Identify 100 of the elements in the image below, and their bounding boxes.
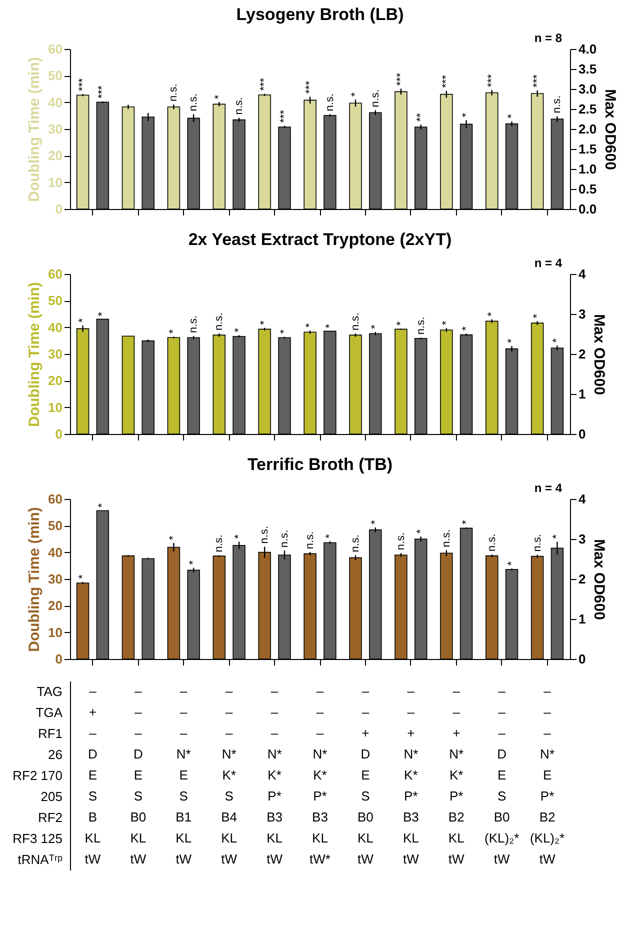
y-tick-label: 40: [48, 94, 62, 110]
text: B3: [312, 810, 328, 824]
text: tW: [402, 852, 419, 866]
category-label: TGA: [36, 705, 62, 720]
y2-tick-label: 3: [578, 532, 586, 546]
text: KL: [312, 830, 328, 846]
text: D: [497, 746, 507, 762]
data-label: *: [460, 112, 472, 118]
data-label: *: [551, 534, 564, 539]
text: P*: [313, 788, 327, 804]
y-tick-label: 20: [48, 148, 62, 164]
category-label: RF2: [38, 810, 62, 825]
data-label: *: [531, 313, 544, 318]
y2-tick-label: 2: [578, 572, 586, 586]
text: D: [88, 746, 98, 762]
y-tick-label: 40: [48, 544, 62, 560]
text: –: [316, 726, 324, 740]
text: P*: [268, 788, 282, 804]
text: S: [134, 788, 143, 804]
text: E: [361, 768, 370, 782]
y-tick-label: 30: [48, 572, 62, 586]
text: B0: [494, 810, 510, 824]
text: –: [89, 726, 96, 740]
y-tick-label: 10: [48, 624, 62, 640]
text: tW: [221, 852, 238, 866]
y-tick-label: 60: [48, 42, 62, 56]
category-label: TAG: [36, 684, 62, 699]
data-label: n.s.: [188, 93, 200, 112]
y2-axis-title: Max OD600: [590, 314, 608, 395]
y2-axis-title: Max OD600: [602, 89, 619, 170]
y2-tick-label: 3: [578, 306, 586, 322]
y-tick-label: 10: [48, 174, 62, 190]
text: K*: [449, 768, 464, 782]
text: –: [452, 684, 460, 698]
text: –: [134, 704, 142, 720]
text: –: [498, 704, 506, 720]
text: –: [270, 704, 278, 720]
text: P*: [540, 788, 554, 804]
data-label: n.s.: [258, 526, 271, 544]
text: S: [361, 788, 370, 804]
text: KL: [130, 830, 146, 846]
text: S: [88, 788, 98, 804]
data-label: *: [486, 311, 498, 316]
data-label: n.s.: [168, 84, 180, 102]
text: –: [134, 684, 142, 698]
text: N*: [267, 746, 282, 762]
chart-title: 2x Yeast Extract Tryptone (2xYT): [188, 230, 452, 249]
chart-title: Terrific Broth (TB): [247, 455, 393, 474]
text: tW: [130, 852, 146, 866]
y-tick-label: 0: [55, 426, 62, 442]
text: N*: [176, 746, 191, 762]
text: +: [407, 726, 415, 740]
data-label: ***: [440, 74, 452, 88]
text: –: [316, 704, 324, 720]
y2-tick-label: 4: [578, 492, 586, 506]
data-label: *: [506, 560, 518, 566]
data-label: *: [168, 535, 180, 540]
text: B3: [266, 810, 282, 824]
data-label: n.s.: [324, 93, 336, 112]
data-label: *: [460, 519, 472, 524]
text: –: [362, 704, 370, 720]
text: N*: [404, 746, 418, 762]
text: –: [270, 726, 278, 740]
text: B4: [221, 810, 238, 824]
category-label: 205: [40, 789, 62, 804]
data-label: *: [168, 328, 180, 334]
text: tW: [358, 852, 374, 866]
text: D: [360, 746, 370, 762]
text: S: [224, 788, 234, 804]
data-label: n.s.: [188, 315, 200, 333]
data-label: ***: [486, 74, 498, 88]
text: N*: [540, 746, 554, 762]
y-tick-label: 0: [55, 202, 62, 216]
text: E: [88, 768, 98, 782]
text: –: [180, 684, 188, 698]
text: +: [362, 726, 370, 740]
data-label: *: [213, 94, 226, 100]
data-label: n.s.: [278, 530, 290, 548]
text: –: [544, 684, 551, 698]
text: +: [452, 726, 460, 740]
data-label: *: [76, 574, 89, 579]
data-label: n.s.: [233, 97, 246, 115]
text: –: [498, 684, 506, 698]
data-label: *: [96, 311, 109, 316]
text: –: [180, 726, 188, 740]
text: B1: [176, 810, 192, 824]
data-label: n.s.: [531, 534, 544, 552]
text: –: [316, 684, 324, 698]
text: K*: [404, 768, 418, 782]
y2-tick-label: 0.5: [578, 182, 597, 196]
text: –: [452, 704, 460, 720]
y-tick-label: 40: [48, 320, 62, 335]
text: KL: [266, 830, 282, 846]
y2-axis-title: Max OD600: [590, 539, 608, 620]
data-label: n.s.: [369, 89, 382, 108]
y2-tick-label: 1.5: [578, 142, 597, 156]
text: KL: [358, 830, 374, 846]
y-tick-label: 60: [48, 266, 62, 282]
text: (KL)₂*: [530, 830, 565, 846]
category-label: RF3 125: [12, 831, 62, 846]
